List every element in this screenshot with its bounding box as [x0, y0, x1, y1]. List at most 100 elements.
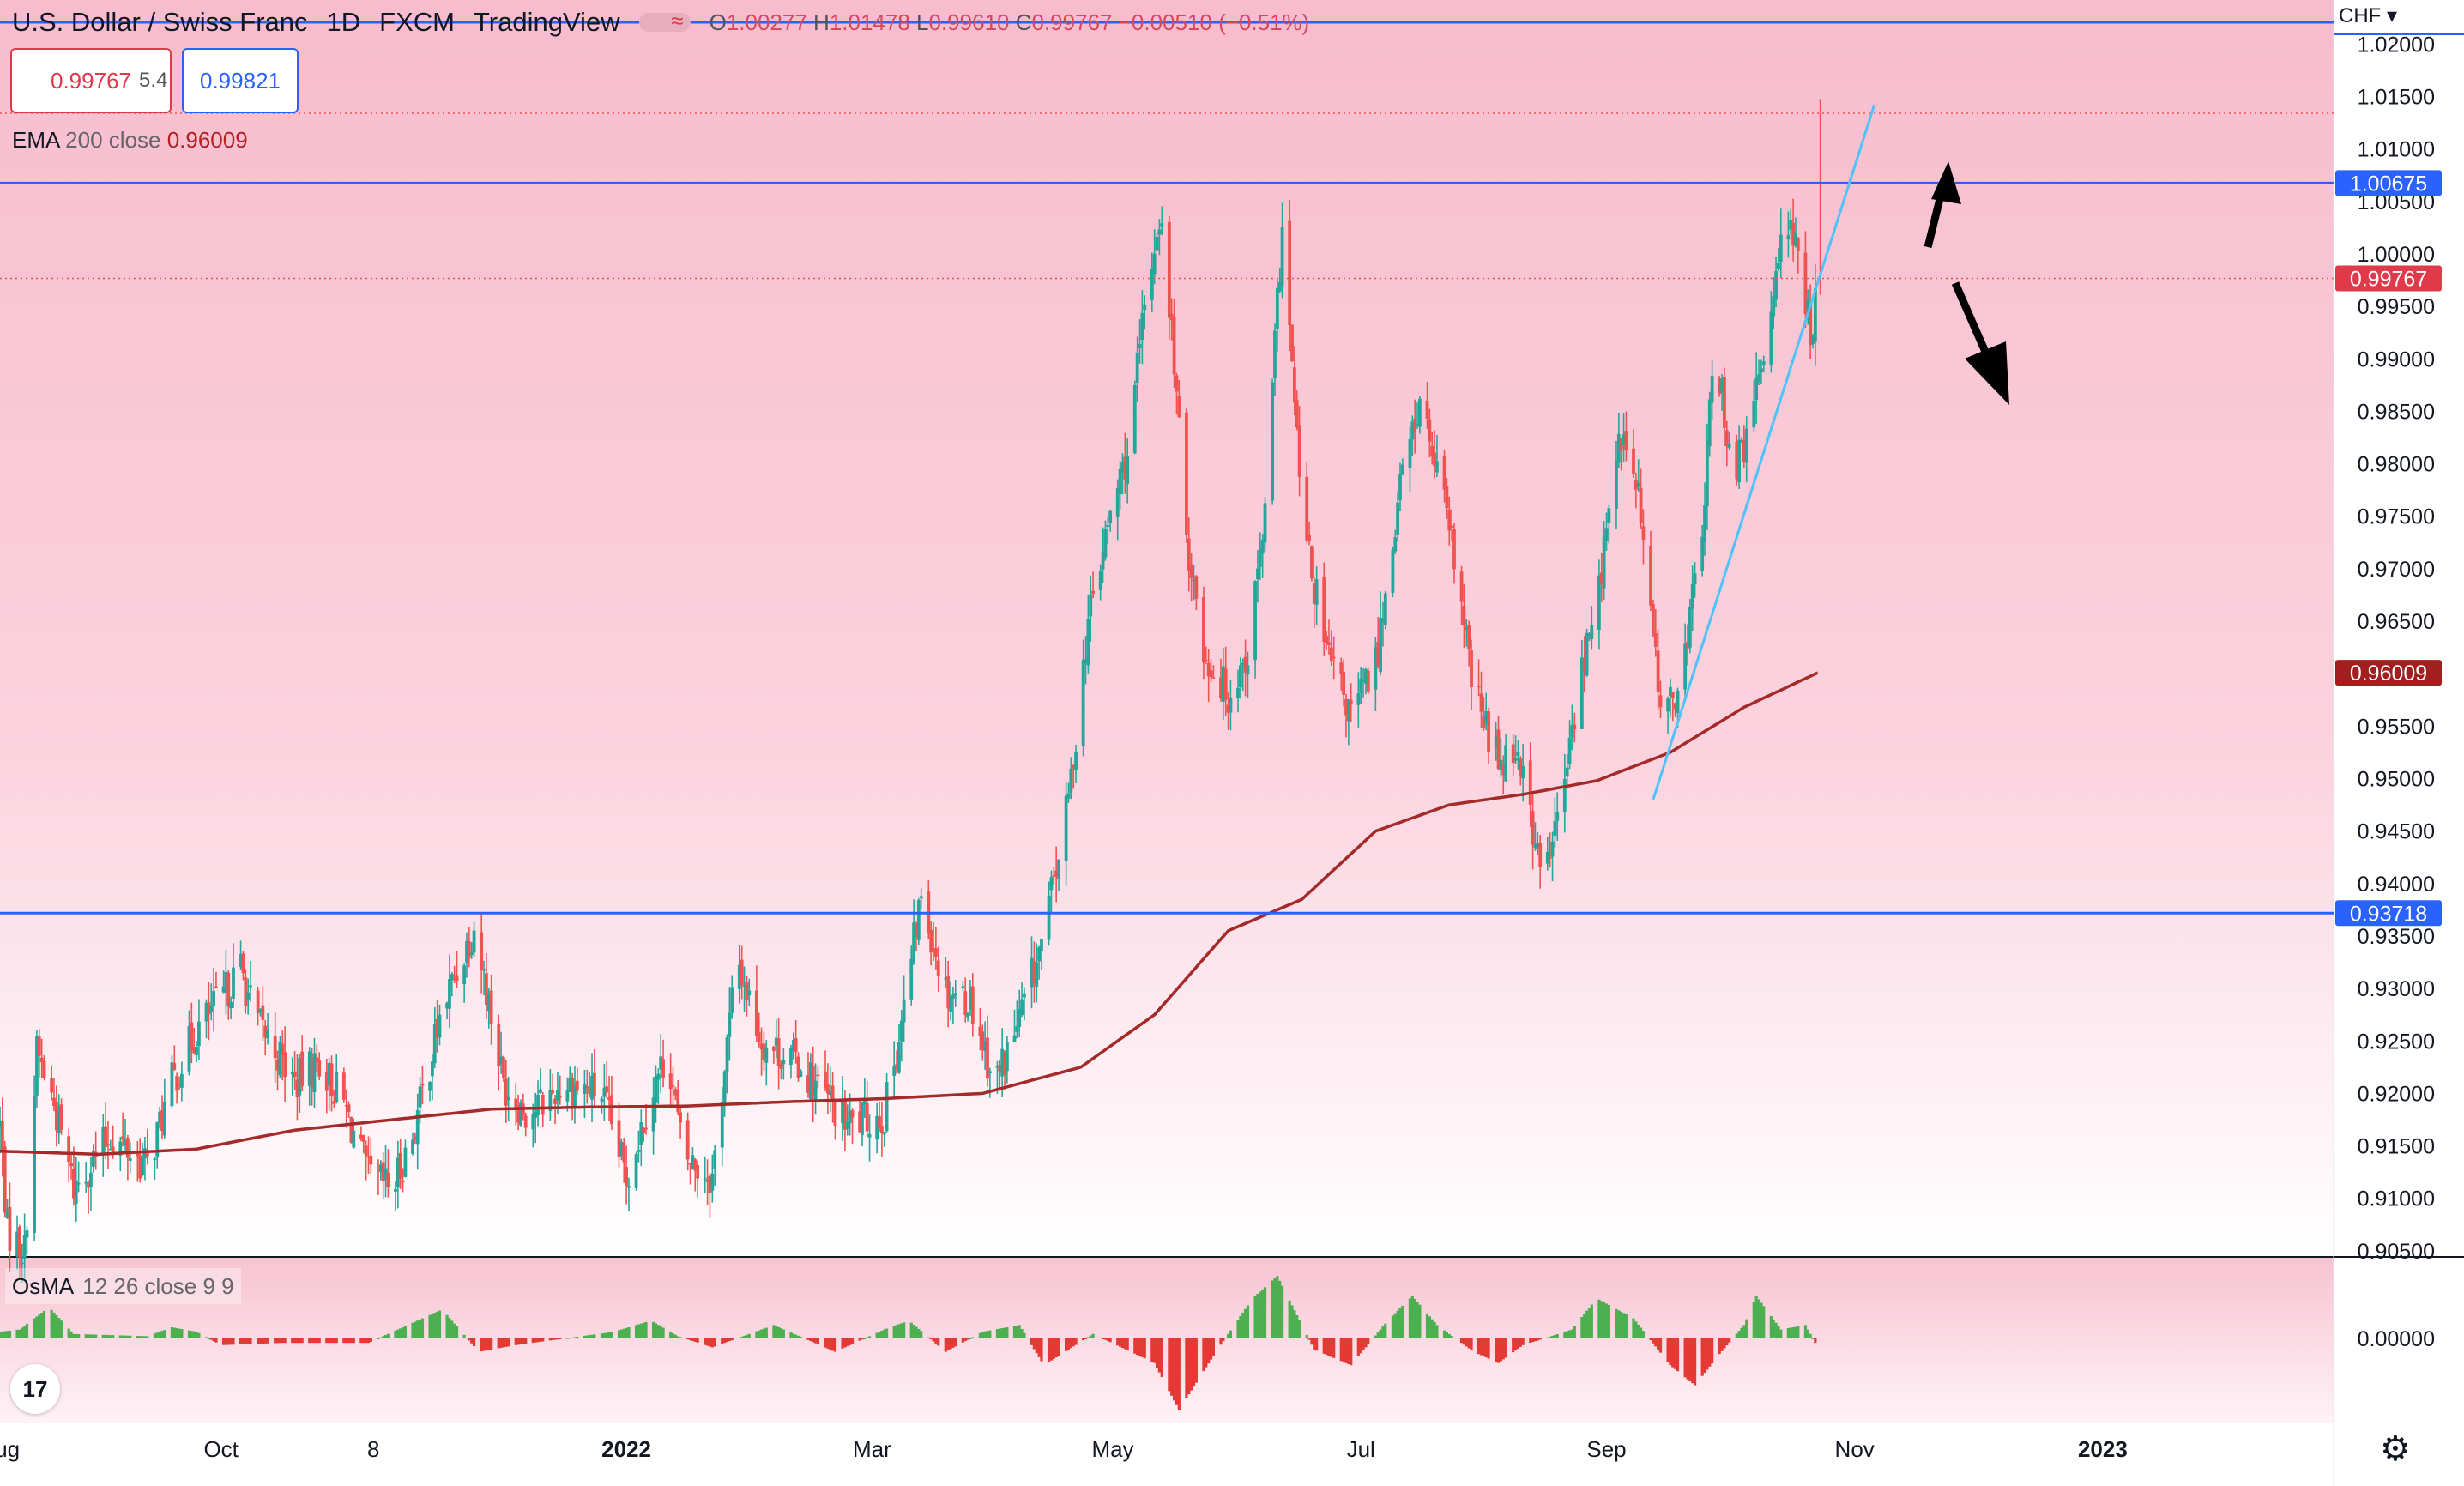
candle-body: [158, 1111, 162, 1123]
candle-body: [489, 990, 493, 1024]
osma-bar: [1720, 1338, 1724, 1351]
candle: [1772, 276, 1776, 329]
candle: [1413, 399, 1417, 454]
candle-body: [1277, 281, 1282, 292]
osma-bar: [946, 1338, 950, 1351]
time-scale-background[interactable]: [0, 1423, 2464, 1486]
buy-button[interactable]: 0.99821: [182, 48, 299, 113]
candle-body: [1023, 993, 1026, 998]
candle: [688, 1163, 692, 1185]
osma-bar: [551, 1338, 554, 1340]
candle: [1344, 693, 1348, 738]
candle: [445, 1001, 449, 1019]
candle-body: [762, 1043, 766, 1060]
price-axis[interactable]: 1.020001.015001.010001.005001.000000.995…: [2358, 33, 2435, 1351]
osma-bar: [1384, 1323, 1387, 1338]
sell-button[interactable]: 0.99767: [10, 48, 172, 113]
candle-body: [221, 986, 226, 993]
symbol-name[interactable]: U.S. Dollar / Swiss Franc: [12, 7, 308, 37]
candle-body: [747, 990, 752, 996]
candle: [568, 1066, 572, 1092]
osma-bar: [291, 1338, 294, 1344]
candle-body: [1040, 939, 1043, 951]
osma-bar: [1470, 1338, 1473, 1350]
candle: [1329, 630, 1333, 666]
candle: [1057, 859, 1060, 891]
candle: [121, 1112, 125, 1147]
candle: [1292, 346, 1296, 416]
price-scale-background[interactable]: [2334, 0, 2464, 1423]
candle-body: [54, 1101, 58, 1131]
candle-body: [455, 975, 459, 981]
y-tick-label: 0.90500: [2358, 1240, 2435, 1264]
candle: [1138, 319, 1142, 364]
osma-bar: [1295, 1314, 1299, 1338]
candle-body: [1809, 300, 1813, 346]
osma-bar: [325, 1338, 329, 1344]
candle: [1030, 936, 1034, 1009]
osma-bar: [175, 1328, 178, 1338]
candle: [1774, 257, 1778, 308]
candle-body: [1587, 633, 1591, 637]
osma-bar: [35, 1316, 39, 1338]
candle-body: [1811, 335, 1815, 345]
osma-bar: [1482, 1338, 1485, 1356]
candle: [1567, 720, 1572, 770]
osma-bar: [539, 1338, 542, 1342]
candle: [1408, 426, 1412, 492]
candle-body: [953, 993, 957, 996]
osma-legend[interactable]: OsMA 12 26 close 9 9: [5, 1268, 241, 1304]
osma-bar: [1649, 1338, 1652, 1341]
candle-body: [1379, 617, 1382, 673]
candle-body: [1204, 659, 1208, 662]
osma-bar: [497, 1338, 500, 1349]
candle: [588, 1072, 592, 1098]
candle-body: [799, 1071, 803, 1077]
candle-body: [551, 1090, 555, 1094]
osma-bar: [1271, 1280, 1274, 1338]
candle-body: [1057, 859, 1060, 879]
osma-bar: [226, 1338, 230, 1345]
gear-icon[interactable]: ⚙: [2380, 1430, 2411, 1468]
osma-bar: [1, 1331, 4, 1338]
candle: [639, 1109, 643, 1167]
candle-body: [806, 1075, 810, 1093]
candle: [145, 1128, 149, 1165]
candle: [155, 1121, 160, 1169]
currency-selector[interactable]: CHF ▾: [2339, 4, 2398, 27]
osma-bar: [1123, 1338, 1126, 1350]
time-axis[interactable]: AugOct82022MarMayJulSepNov2023: [0, 1436, 2128, 1462]
candle-body: [1018, 1009, 1022, 1028]
candle: [1428, 408, 1432, 458]
osma-bar: [224, 1338, 228, 1345]
osma-bar: [1425, 1313, 1429, 1338]
annotations-layer: [1652, 104, 2009, 800]
candle: [480, 913, 484, 994]
candle: [1238, 656, 1242, 699]
candle: [1499, 738, 1503, 778]
osma-bar: [622, 1328, 625, 1338]
osma-bar: [846, 1338, 849, 1347]
osma-bar: [295, 1338, 299, 1344]
osma-bar: [178, 1328, 181, 1338]
ema-legend[interactable]: EMA 200 close 0.96009: [12, 127, 248, 154]
candle: [659, 1034, 663, 1094]
osma-bar: [1504, 1338, 1507, 1358]
interval-label[interactable]: 1D: [326, 7, 361, 37]
candle-body: [450, 974, 454, 981]
candle: [1482, 697, 1486, 731]
y-tick-label: 0.97000: [2358, 558, 2435, 582]
ohlc-values: O1.00277 H1.01478 L0.99610 C0.99767 −0.0…: [709, 9, 1310, 35]
candle-body: [1052, 875, 1056, 878]
candle-body: [124, 1140, 127, 1145]
osma-bar: [433, 1313, 437, 1338]
candle-body: [1447, 510, 1452, 531]
osma-bar: [696, 1338, 699, 1343]
tradingview-logo-icon[interactable]: 17: [10, 1364, 60, 1414]
candle-body: [1688, 607, 1692, 648]
candle-body: [381, 1162, 385, 1181]
osma-bar: [499, 1338, 503, 1348]
status-pill[interactable]: ≈: [638, 8, 691, 33]
osma-bar: [1706, 1338, 1709, 1370]
